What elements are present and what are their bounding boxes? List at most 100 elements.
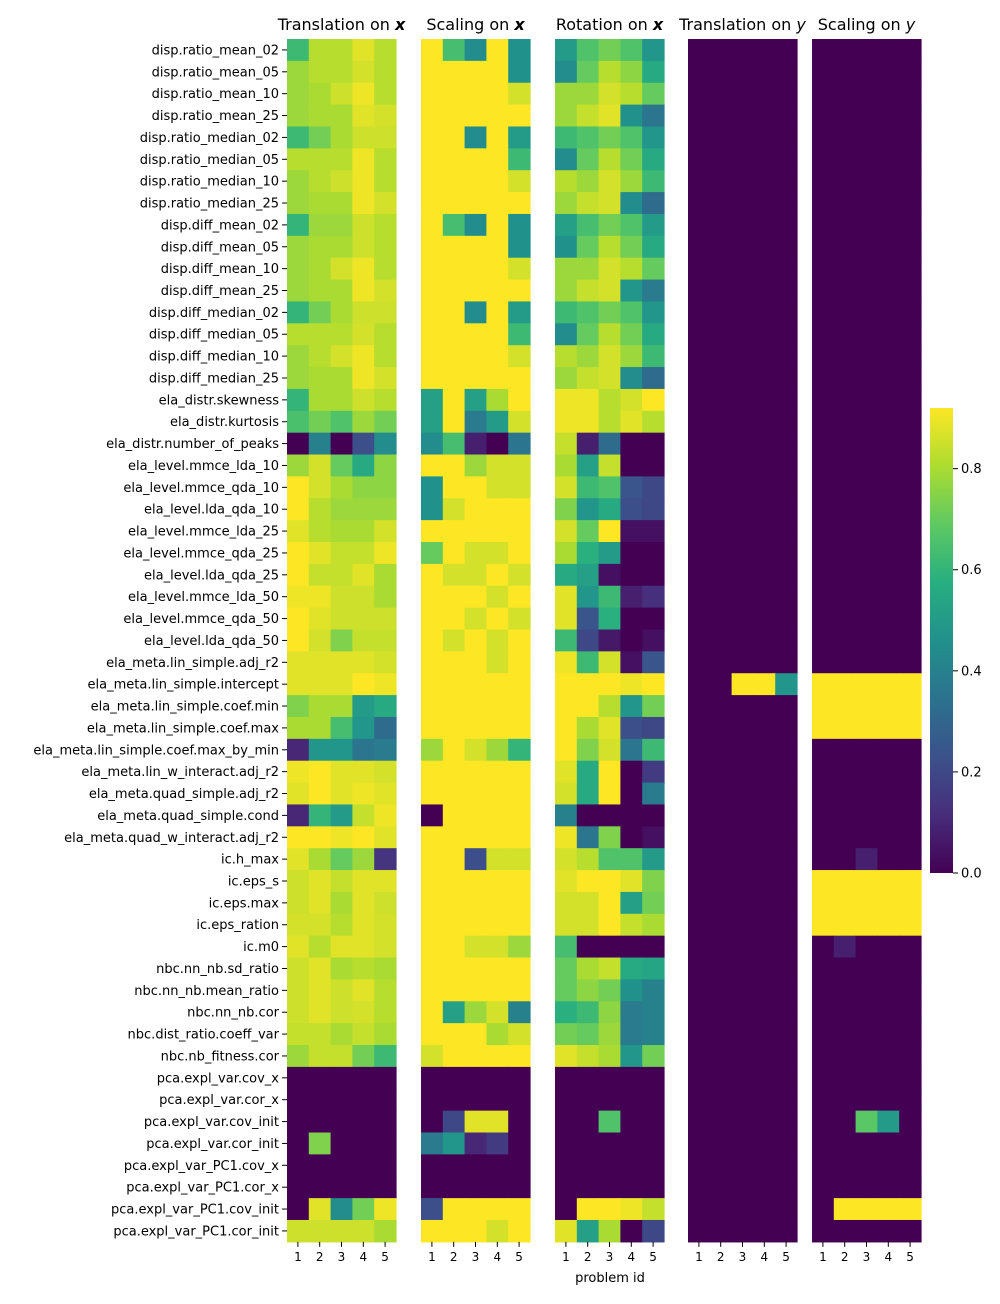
heatmap-cell (709, 388, 733, 412)
heatmap-cell (421, 585, 444, 609)
heatmap-cell (374, 432, 397, 456)
heatmap-cell (709, 542, 733, 565)
heatmap-cell (508, 738, 531, 762)
heatmap-cell (374, 870, 397, 893)
heatmap-cell (833, 476, 857, 499)
heatmap-cell (620, 695, 643, 718)
heatmap-cell (486, 388, 509, 412)
heatmap-cell (775, 257, 798, 281)
heatmap-cell (508, 192, 531, 215)
heatmap-cell (855, 782, 878, 806)
panel-title-text: Scaling on (818, 15, 906, 34)
heatmap-cell (464, 1023, 487, 1046)
heatmap-cell (486, 1110, 509, 1134)
heatmap-cell (899, 826, 922, 849)
heatmap-cell (775, 1001, 798, 1024)
heatmap-cell (753, 1023, 776, 1046)
heatmap-cell (855, 1154, 878, 1177)
heatmap-cell (352, 39, 375, 62)
heatmap-cell (555, 716, 578, 740)
heatmap-cell (877, 301, 900, 324)
heatmap-cell (731, 410, 754, 434)
heatmap-cell (688, 104, 711, 128)
feature-label: ela_distr.skewness (159, 393, 280, 408)
heatmap-cell (374, 607, 397, 631)
heatmap-cell (833, 804, 857, 827)
heatmap-cell (308, 498, 332, 521)
heatmap-cell (899, 279, 922, 303)
feature-label: ic.eps_s (228, 874, 279, 889)
heatmap-cell (555, 82, 578, 106)
heatmap-cell (753, 1132, 776, 1155)
heatmap-cell (287, 738, 310, 762)
heatmap-cell (877, 498, 900, 521)
heatmap-cell (877, 1219, 900, 1243)
heatmap-cell (688, 410, 711, 434)
heatmap-cell (464, 913, 487, 937)
heatmap-cell (731, 870, 754, 893)
heatmap-cell (486, 738, 509, 762)
heatmap-cell (642, 1198, 665, 1221)
heatmap-cell (374, 1154, 397, 1177)
heatmap-cell (442, 738, 466, 762)
heatmap-cell (352, 979, 375, 1002)
heatmap-cell (486, 913, 509, 937)
heatmap-cell (812, 520, 835, 543)
heatmap-cell (508, 979, 531, 1002)
heatmap-cell (709, 738, 733, 762)
heatmap-cell (598, 563, 621, 587)
panel-title: Translation on y (678, 15, 806, 34)
feature-label: ela_meta.quad_simple.adj_r2 (89, 787, 279, 802)
heatmap-cell (308, 367, 332, 390)
heatmap-cell (308, 1176, 332, 1199)
heatmap-cell (775, 126, 798, 149)
heatmap-cell (775, 345, 798, 368)
heatmap-cell (709, 804, 733, 827)
heatmap-cell (753, 257, 776, 281)
heatmap-cell (508, 651, 531, 674)
heatmap-cell (598, 104, 621, 128)
heatmap-cell (508, 104, 531, 128)
heatmap-cell (421, 870, 444, 893)
heatmap-cell (576, 1198, 600, 1221)
heatmap-cell (287, 476, 310, 499)
heatmap-cell (812, 651, 835, 674)
x-tick-label: 4 (627, 1250, 635, 1264)
heatmap-cell (330, 432, 353, 456)
heatmap-cell (709, 367, 733, 390)
heatmap-cell (555, 913, 578, 937)
heatmap-cell (688, 213, 711, 237)
heatmap-cell (442, 651, 466, 674)
heatmap-cell (753, 891, 776, 915)
heatmap-cell (812, 1176, 835, 1199)
heatmap-cell (576, 695, 600, 718)
heatmap-cell (421, 301, 444, 324)
heatmap-cell (330, 476, 353, 499)
x-tick-label: 1 (294, 1250, 302, 1264)
heatmap-cell (598, 367, 621, 390)
heatmap-cell (555, 345, 578, 368)
heatmap-cell (753, 410, 776, 434)
heatmap-cell (576, 60, 600, 84)
heatmap-cell (374, 1066, 397, 1090)
heatmap-cell (442, 60, 466, 84)
heatmap-cell (709, 563, 733, 587)
x-tick-label: 2 (450, 1250, 458, 1264)
heatmap-cell (464, 1132, 487, 1155)
heatmap-cell (576, 585, 600, 609)
heatmap-cell (709, 935, 733, 959)
heatmap-cell (308, 410, 332, 434)
heatmap-cell (688, 891, 711, 915)
heatmap-cell (421, 1176, 444, 1199)
heatmap-cell (731, 388, 754, 412)
heatmap-cell (330, 804, 353, 827)
heatmap-cell (753, 170, 776, 193)
heatmap-cell (374, 891, 397, 915)
heatmap-cell (709, 1088, 733, 1112)
heatmap-cell (464, 826, 487, 849)
heatmap-cell (709, 301, 733, 324)
heatmap-cell (877, 629, 900, 652)
heatmap-cell (620, 957, 643, 981)
heatmap-cell (855, 1023, 878, 1046)
heatmap-cell (576, 82, 600, 106)
